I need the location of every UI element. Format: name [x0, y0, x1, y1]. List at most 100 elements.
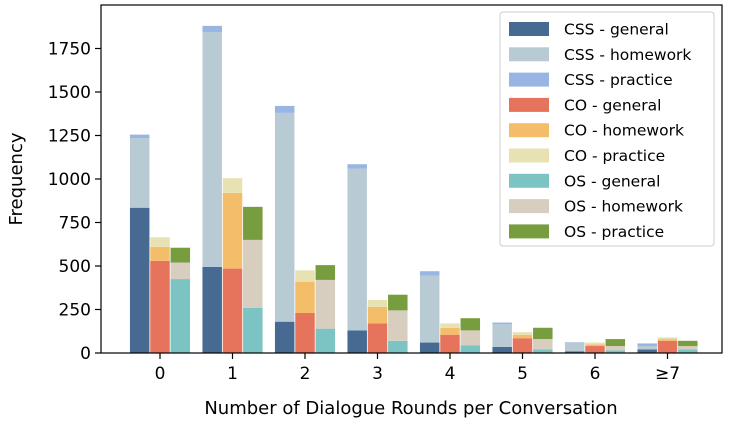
bar-os-homework-cat-1: [243, 239, 263, 308]
bar-os-general-cat-1: [243, 307, 263, 353]
bar-os-homework-cat-2: [315, 279, 336, 329]
bar-css-practice-cat-0: [129, 134, 150, 139]
y-axis-ticks: 0 250 500 750 1000 1250 1500 1750: [48, 40, 101, 364]
bar-css-homework-cat-0: [129, 138, 150, 208]
legend-items: CSS - general CSS - homework CSS - practic…: [509, 21, 691, 241]
legend: CSS - general CSS - homework CSS - practic…: [499, 11, 715, 247]
y-tick-label: 500: [59, 257, 91, 277]
legend-label: OS - practice: [564, 223, 664, 241]
legend-label: OS - homework: [564, 198, 683, 216]
bar-co-homework-cat-2: [295, 281, 315, 313]
bar-css-homework-cat-2: [274, 112, 295, 322]
bar-os-homework-cat-6: [605, 346, 626, 351]
legend-label: CSS - general: [564, 21, 669, 39]
bar-css-homework-cat-7: [637, 346, 657, 350]
bar-css-homework-cat-1: [202, 31, 222, 267]
bar-co-practice-cat-5: [512, 332, 533, 335]
legend-swatch: [509, 199, 549, 214]
x-tick-label: 3: [372, 364, 383, 384]
legend-swatch: [509, 148, 549, 163]
bar-css-homework-cat-5: [492, 324, 512, 347]
bar-os-general-cat-4: [460, 345, 481, 353]
y-tick-label: 1250: [48, 127, 91, 147]
bar-css-practice-cat-7: [637, 343, 657, 347]
bar-os-practice-cat-2: [315, 265, 336, 280]
bar-co-general-cat-7: [657, 340, 678, 353]
bar-os-general-cat-2: [315, 328, 336, 353]
legend-swatch: [509, 224, 549, 239]
bar-css-general-cat-0: [129, 207, 150, 353]
bar-co-practice-cat-7: [657, 337, 678, 340]
legend-label: CO - practice: [564, 147, 665, 165]
bar-os-general-cat-0: [170, 279, 191, 353]
bar-os-homework-cat-3: [388, 310, 408, 341]
legend-label: CSS - practice: [564, 71, 673, 89]
bar-co-homework-cat-1: [222, 192, 243, 269]
bar-css-general-cat-1: [202, 266, 222, 353]
legend-frame: [499, 11, 715, 247]
x-tick-label: ≥7: [655, 364, 680, 384]
bar-co-general-cat-6: [585, 346, 605, 353]
legend-label: CO - general: [564, 96, 661, 114]
bar-os-general-cat-3: [388, 340, 408, 353]
bar-css-general-cat-2: [274, 321, 295, 353]
bar-css-practice-cat-1: [202, 25, 222, 32]
bar-co-practice-cat-0: [150, 237, 170, 247]
bar-co-general-cat-3: [367, 323, 388, 353]
y-tick-label: 1000: [48, 170, 91, 190]
y-axis-label: Frequency: [6, 132, 27, 225]
bar-os-practice-cat-1: [243, 206, 263, 240]
bar-css-practice-cat-4: [419, 271, 440, 276]
bar-os-general-cat-7: [678, 349, 698, 353]
legend-label: CSS - homework: [564, 46, 691, 64]
bar-os-practice-cat-5: [533, 327, 553, 340]
y-tick-label: 250: [59, 301, 91, 321]
x-axis-label: Number of Dialogue Rounds per Conversati…: [204, 398, 617, 419]
bar-css-homework-cat-3: [347, 168, 367, 331]
legend-swatch: [509, 97, 549, 112]
y-tick-label: 1500: [48, 83, 91, 103]
legend-label: CO - homework: [564, 122, 684, 140]
bar-css-general-cat-7: [637, 349, 657, 353]
y-tick-label: 750: [59, 214, 91, 234]
bar-co-homework-cat-3: [367, 306, 388, 324]
bar-co-practice-cat-1: [222, 178, 243, 193]
bar-os-homework-cat-7: [678, 346, 698, 350]
bar-os-general-cat-6: [605, 350, 626, 353]
legend-swatch: [509, 173, 549, 188]
bar-co-general-cat-5: [512, 338, 533, 353]
bar-co-practice-cat-3: [367, 299, 388, 307]
bars-layer: [129, 25, 698, 353]
bar-css-general-cat-4: [419, 342, 440, 353]
x-tick-label: 2: [300, 364, 311, 384]
x-tick-label: 4: [445, 364, 456, 384]
bar-css-practice-cat-3: [347, 164, 367, 169]
legend-swatch: [509, 47, 549, 62]
legend-label: OS - general: [564, 172, 660, 190]
bar-co-homework-cat-6: [585, 344, 605, 347]
bar-css-homework-cat-6: [564, 342, 585, 352]
legend-swatch: [509, 123, 549, 138]
bar-os-practice-cat-4: [460, 318, 481, 331]
bar-os-homework-cat-0: [170, 262, 191, 280]
bar-css-homework-cat-4: [419, 275, 440, 343]
x-axis-ticks: 0 1 2 3 4 5 6 ≥7: [155, 353, 680, 384]
x-tick-label: 6: [590, 364, 601, 384]
bar-co-homework-cat-5: [512, 334, 533, 339]
bar-co-general-cat-4: [440, 334, 460, 353]
bar-co-homework-cat-0: [150, 246, 170, 261]
bar-os-practice-cat-7: [678, 340, 698, 347]
bar-css-general-cat-3: [347, 330, 367, 353]
x-tick-label: 5: [517, 364, 528, 384]
bar-co-homework-cat-7: [657, 339, 678, 341]
x-tick-label: 1: [227, 364, 238, 384]
y-tick-label: 0: [80, 344, 91, 364]
x-tick-label: 0: [155, 364, 166, 384]
legend-swatch: [509, 72, 549, 87]
bar-co-practice-cat-4: [440, 323, 460, 328]
bar-co-practice-cat-6: [585, 342, 605, 345]
bar-os-general-cat-5: [533, 349, 553, 353]
bar-css-general-cat-5: [492, 346, 512, 353]
bar-css-practice-cat-2: [274, 105, 295, 113]
